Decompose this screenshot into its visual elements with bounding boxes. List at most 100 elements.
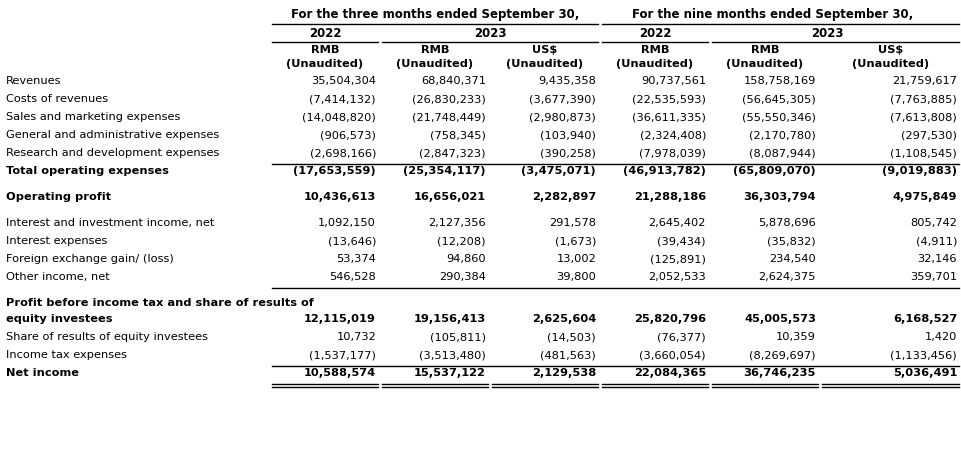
Text: RMB: RMB [751, 45, 779, 55]
Text: (17,653,559): (17,653,559) [293, 166, 376, 176]
Text: 2023: 2023 [474, 27, 506, 40]
Text: (3,660,054): (3,660,054) [639, 350, 706, 360]
Text: (Unaudited): (Unaudited) [397, 59, 474, 69]
Text: 2,282,897: 2,282,897 [531, 192, 596, 202]
Text: (Unaudited): (Unaudited) [286, 59, 363, 69]
Text: US$: US$ [532, 45, 557, 55]
Text: 10,436,613: 10,436,613 [304, 192, 376, 202]
Text: (103,940): (103,940) [540, 130, 596, 140]
Text: Interest and investment income, net: Interest and investment income, net [6, 218, 214, 228]
Text: (3,513,480): (3,513,480) [419, 350, 486, 360]
Text: 10,359: 10,359 [776, 332, 816, 342]
Text: 90,737,561: 90,737,561 [641, 76, 706, 86]
Text: 2,052,533: 2,052,533 [649, 272, 706, 282]
Text: (1,673): (1,673) [554, 236, 596, 246]
Text: (36,611,335): (36,611,335) [632, 112, 706, 122]
Text: 15,537,122: 15,537,122 [414, 368, 486, 378]
Text: (2,980,873): (2,980,873) [530, 112, 596, 122]
Text: For the nine months ended September 30,: For the nine months ended September 30, [632, 8, 913, 21]
Text: (3,475,071): (3,475,071) [522, 166, 596, 176]
Text: Interest expenses: Interest expenses [6, 236, 108, 246]
Text: Net income: Net income [6, 368, 79, 378]
Text: For the three months ended September 30,: For the three months ended September 30, [291, 8, 579, 21]
Text: (26,830,233): (26,830,233) [412, 94, 486, 104]
Text: (55,550,346): (55,550,346) [742, 112, 816, 122]
Text: (14,503): (14,503) [548, 332, 596, 342]
Text: (8,269,697): (8,269,697) [750, 350, 816, 360]
Text: (39,434): (39,434) [657, 236, 706, 246]
Text: 5,878,696: 5,878,696 [758, 218, 816, 228]
Text: (25,354,117): (25,354,117) [404, 166, 486, 176]
Text: 2,625,604: 2,625,604 [531, 314, 596, 324]
Text: (390,258): (390,258) [540, 148, 596, 158]
Text: 359,701: 359,701 [910, 272, 957, 282]
Text: (125,891): (125,891) [651, 254, 706, 264]
Text: 234,540: 234,540 [769, 254, 816, 264]
Text: Research and development expenses: Research and development expenses [6, 148, 219, 158]
Text: (13,646): (13,646) [328, 236, 376, 246]
Text: RMB: RMB [310, 45, 339, 55]
Text: 2,624,375: 2,624,375 [758, 272, 816, 282]
Text: (1,133,456): (1,133,456) [891, 350, 957, 360]
Text: Operating profit: Operating profit [6, 192, 111, 202]
Text: 39,800: 39,800 [556, 272, 596, 282]
Text: 36,303,794: 36,303,794 [744, 192, 816, 202]
Text: RMB: RMB [421, 45, 449, 55]
Text: (21,748,449): (21,748,449) [412, 112, 486, 122]
Text: (7,763,885): (7,763,885) [890, 94, 957, 104]
Text: 2,645,402: 2,645,402 [649, 218, 706, 228]
Text: (2,324,408): (2,324,408) [640, 130, 706, 140]
Text: (481,563): (481,563) [540, 350, 596, 360]
Text: 546,528: 546,528 [330, 272, 376, 282]
Text: Share of results of equity investees: Share of results of equity investees [6, 332, 208, 342]
Text: 2023: 2023 [811, 27, 844, 40]
Text: 35,504,304: 35,504,304 [311, 76, 376, 86]
Text: 21,759,617: 21,759,617 [892, 76, 957, 86]
Text: (8,087,944): (8,087,944) [750, 148, 816, 158]
Text: 290,384: 290,384 [439, 272, 486, 282]
Text: 158,758,169: 158,758,169 [744, 76, 816, 86]
Text: (Unaudited): (Unaudited) [727, 59, 803, 69]
Text: 5,036,491: 5,036,491 [893, 368, 957, 378]
Text: (906,573): (906,573) [320, 130, 376, 140]
Text: 36,746,235: 36,746,235 [744, 368, 816, 378]
Text: 6,168,527: 6,168,527 [893, 314, 957, 324]
Text: 1,420: 1,420 [924, 332, 957, 342]
Text: Profit before income tax and share of results of: Profit before income tax and share of re… [6, 298, 313, 308]
Text: 12,115,019: 12,115,019 [304, 314, 376, 324]
Text: (297,530): (297,530) [901, 130, 957, 140]
Text: 291,578: 291,578 [549, 218, 596, 228]
Text: 13,002: 13,002 [556, 254, 596, 264]
Text: 45,005,573: 45,005,573 [744, 314, 816, 324]
Text: (14,048,820): (14,048,820) [303, 112, 376, 122]
Text: (35,832): (35,832) [768, 236, 816, 246]
Text: (46,913,782): (46,913,782) [623, 166, 706, 176]
Text: Sales and marketing expenses: Sales and marketing expenses [6, 112, 181, 122]
Text: 2,129,538: 2,129,538 [531, 368, 596, 378]
Text: 9,435,358: 9,435,358 [538, 76, 596, 86]
Text: 2022: 2022 [308, 27, 341, 40]
Text: 1,092,150: 1,092,150 [318, 218, 376, 228]
Text: (Unaudited): (Unaudited) [616, 59, 694, 69]
Text: 10,732: 10,732 [336, 332, 376, 342]
Text: (105,811): (105,811) [430, 332, 486, 342]
Text: (Unaudited): (Unaudited) [506, 59, 583, 69]
Text: (65,809,070): (65,809,070) [733, 166, 816, 176]
Text: (2,847,323): (2,847,323) [420, 148, 486, 158]
Text: 21,288,186: 21,288,186 [633, 192, 706, 202]
Text: Income tax expenses: Income tax expenses [6, 350, 127, 360]
Text: Other income, net: Other income, net [6, 272, 110, 282]
Text: 2022: 2022 [639, 27, 671, 40]
Text: 2,127,356: 2,127,356 [429, 218, 486, 228]
Text: (12,208): (12,208) [437, 236, 486, 246]
Text: 4,975,849: 4,975,849 [893, 192, 957, 202]
Text: (1,108,545): (1,108,545) [890, 148, 957, 158]
Text: 25,820,796: 25,820,796 [634, 314, 706, 324]
Text: (1,537,177): (1,537,177) [309, 350, 376, 360]
Text: 805,742: 805,742 [910, 218, 957, 228]
Text: 53,374: 53,374 [336, 254, 376, 264]
Text: (3,677,390): (3,677,390) [530, 94, 596, 104]
Text: 22,084,365: 22,084,365 [633, 368, 706, 378]
Text: US$: US$ [878, 45, 903, 55]
Text: (Unaudited): (Unaudited) [852, 59, 929, 69]
